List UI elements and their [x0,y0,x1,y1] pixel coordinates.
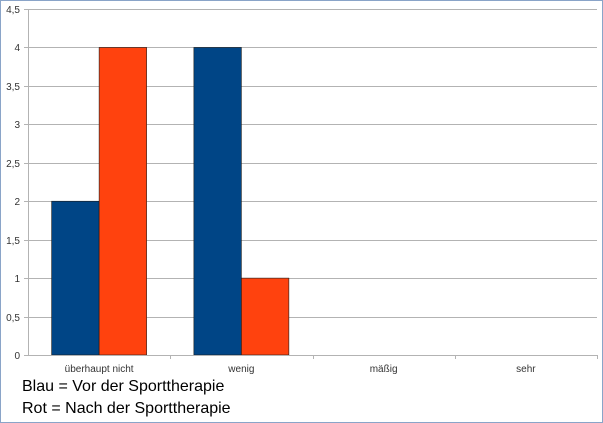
bar-series-1 [51,200,100,356]
y-tick-label: 2 [14,197,20,208]
y-tick-label: 0 [14,351,20,362]
x-tick-label: überhaupt nicht [65,364,134,375]
x-tick-label: mäßig [370,364,398,375]
tick-labels: 0 0,5 1 1,5 2 2,5 3 3,5 4 4,5 überhaupt nicht wenig… [6,5,536,375]
x-tick-label: wenig [227,364,254,375]
y-tick-label: 4 [14,43,20,54]
legend-line-before: Blau = Vor der Sporttherapie [22,378,225,395]
y-tick-label: 2,5 [6,159,20,170]
y-tick-label: 1,5 [6,236,20,247]
bar-series-2 [98,47,147,356]
y-tick-label: 4,5 [6,5,20,16]
y-tick-label: 3,5 [6,82,20,93]
y-tick-label: 1 [14,274,20,285]
legend-line-after: Rot = Nach der Sporttherapie [22,400,231,417]
bar-series-1 [193,47,242,356]
y-tick-label: 3 [14,120,20,131]
axes [24,9,598,359]
bars [51,47,290,356]
x-tick-label: sehr [516,364,536,375]
bar-series-2 [241,277,290,356]
y-tick-label: 0,5 [6,313,20,324]
